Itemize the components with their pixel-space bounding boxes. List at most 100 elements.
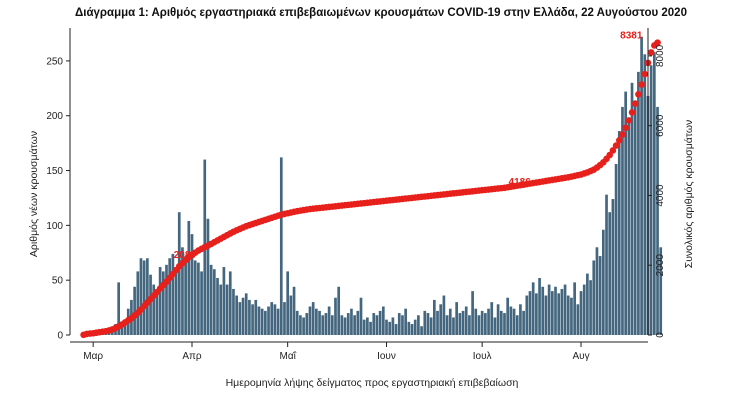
bar [576,304,580,335]
bar [286,271,290,335]
bar [171,253,175,335]
y-tick-label: 150 [46,166,63,177]
bar [535,293,538,335]
bar [509,306,513,335]
bar [381,306,385,335]
bar [241,297,245,335]
bar-series [82,36,663,336]
bar [455,302,458,335]
bar [397,313,401,335]
bar [506,297,510,335]
bar [525,295,529,335]
bar [372,313,376,335]
bar [235,295,238,335]
cumulative-point [641,70,649,78]
bar [649,65,653,335]
bar [232,288,235,335]
bar [295,310,299,335]
bar [566,295,570,335]
bar [595,247,599,335]
bar [624,91,627,335]
bar [458,313,462,335]
bar [586,273,589,335]
bar [327,306,331,335]
bar [117,282,121,335]
bar [378,310,382,335]
bar [212,269,216,335]
x-tick-label: Ιουλ [473,351,492,362]
bar [149,274,152,335]
bar [423,310,427,335]
bar [343,317,347,335]
bar [123,319,127,335]
bar [484,313,487,335]
cumulative-series [80,39,661,339]
cumulative-annotation: 2089 [174,250,197,261]
bar [643,54,647,336]
bar [633,100,637,335]
cumulative-point [609,147,617,154]
cumulative-annotation: 4186 [509,177,532,188]
bar [582,284,586,335]
bar [158,267,162,335]
bar [238,302,242,335]
bar [350,308,353,335]
cumulative-point [622,124,629,132]
bar [152,284,156,335]
bar [563,284,567,335]
y-axis-label: Αριθμός νέων κρουσμάτων [28,131,40,257]
bar [394,324,398,335]
bar [267,306,270,335]
bar [270,302,274,335]
cumulative-point [654,39,661,46]
x-tick-label: Αυγ [572,351,589,362]
bar [605,194,608,335]
bar [519,304,522,335]
bar [346,313,350,335]
bar [168,258,172,335]
bar [330,315,334,335]
bar [464,306,468,335]
x-axis-label: Ημερομηνία λήψης δείγματος προς εργαστηρ… [226,377,519,389]
bar [260,308,264,335]
cumulative-point [647,49,655,56]
bar [608,212,612,335]
y2-tick-label: 0 [655,332,666,338]
x-tick-label: Μαρ [83,351,103,362]
cumulative-point [612,142,620,149]
bar [630,82,634,335]
bar [136,271,140,335]
y-tick-label: 100 [46,221,63,232]
x-tick-label: Ιουν [377,351,396,362]
bar [193,260,197,335]
bar [254,299,258,335]
bar [531,282,535,335]
cumulative-point [635,90,642,98]
right-axis-ticks: 0 2000 4000 6000 8000 [648,44,666,338]
bar [592,260,596,335]
bar [353,315,356,335]
bar [299,315,302,335]
y-tick-label: 200 [46,111,63,122]
bar [184,256,187,335]
bar [659,247,663,335]
bar [557,293,561,335]
bar [471,291,474,335]
bar [637,71,640,336]
bar [499,310,503,335]
y2-tick-label: 2000 [655,254,666,277]
cumulative-point [625,117,633,124]
bar [305,313,309,335]
plot-area [80,36,663,339]
bar [413,319,417,335]
bar [209,264,213,335]
bar [579,291,583,335]
bar [375,315,379,335]
bar [273,304,277,335]
bar [289,295,293,335]
bar [324,313,328,335]
bar [248,299,251,335]
bar [407,321,411,335]
cumulative-point [615,137,623,144]
